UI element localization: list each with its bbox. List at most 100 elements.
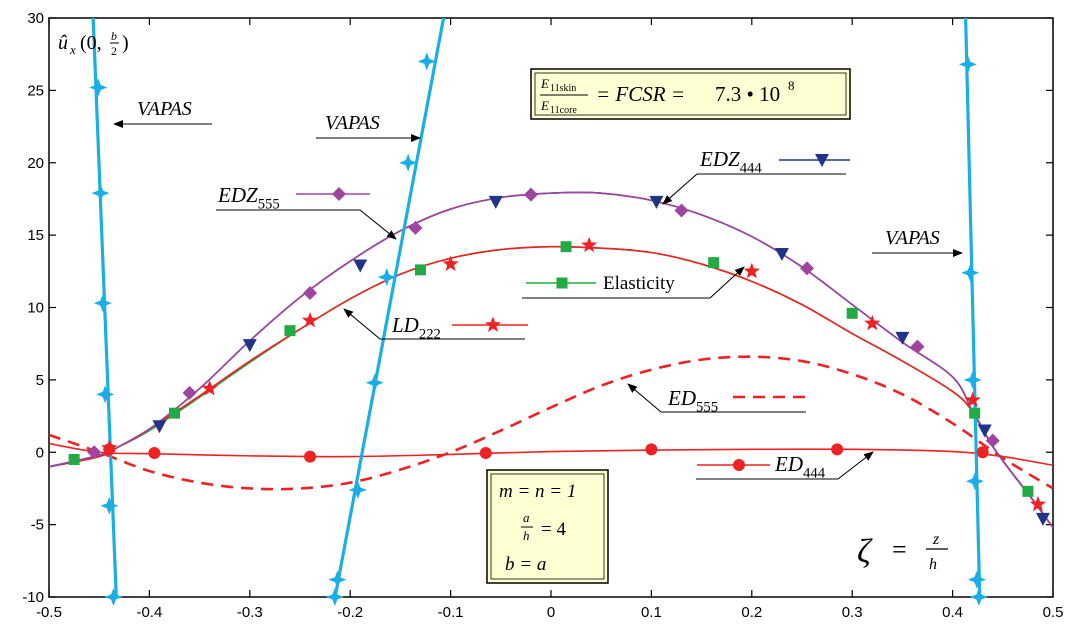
marker-vapas-1 bbox=[96, 385, 115, 404]
y-axis-ticks: 30 25 20 15 10 5 0 -5 -10 bbox=[22, 10, 1053, 606]
label-vapas_3: VAPAS bbox=[885, 227, 940, 249]
marker-edz444 bbox=[488, 195, 503, 209]
label-edz555: EDZ555 bbox=[217, 183, 280, 212]
marker-ed444 bbox=[831, 443, 844, 456]
x-tick-label: -0.2 bbox=[337, 604, 363, 621]
y-tick-label: 5 bbox=[36, 372, 44, 389]
marker-edz555 bbox=[910, 339, 925, 354]
x-tick-label: 0.1 bbox=[641, 604, 662, 621]
marker-ld222 bbox=[964, 391, 981, 408]
marker-vapas-3 bbox=[965, 472, 984, 491]
params-box: m = n = 1 a h = 4 b = a bbox=[486, 469, 609, 584]
x-tick-label: -0.5 bbox=[36, 604, 62, 621]
y-tick-label: 10 bbox=[27, 300, 44, 317]
arrow-edz555 bbox=[359, 209, 397, 240]
label-ed555: ED555 bbox=[667, 386, 718, 415]
marker-edz555 bbox=[87, 445, 102, 460]
fcsr-annotation-box: E 11skin E 11core = FCSR = 7.3 • 10 8 bbox=[530, 68, 851, 120]
legend-marker-edz555 bbox=[332, 187, 346, 201]
legend-marker-ed444 bbox=[733, 459, 745, 471]
marker-elasticity bbox=[414, 264, 426, 276]
marker-edz444 bbox=[977, 424, 992, 438]
x-tick-label: -0.4 bbox=[136, 604, 162, 621]
legend-marker-edz444 bbox=[815, 154, 829, 167]
y-tick-label: 30 bbox=[27, 10, 44, 27]
label-vapas_2: VAPAS bbox=[325, 112, 380, 134]
x-tick-label: 0.2 bbox=[741, 604, 762, 621]
x-tick-label: 0.4 bbox=[942, 604, 963, 621]
svg-text:=: = bbox=[892, 535, 907, 564]
marker-ld222 bbox=[301, 312, 319, 328]
marker-vapas-2 bbox=[328, 570, 347, 589]
label-ed444: ED444 bbox=[774, 452, 826, 481]
legend-marker-ld222 bbox=[484, 316, 502, 332]
marker-edz444 bbox=[774, 247, 789, 261]
marker-vapas-3 bbox=[967, 570, 986, 589]
y-tick-label: 0 bbox=[36, 444, 44, 461]
marker-ld222 bbox=[442, 255, 459, 271]
marker-ld222 bbox=[101, 439, 118, 455]
legend-marker-elasticity bbox=[556, 277, 568, 289]
svg-text:b: b bbox=[111, 29, 117, 43]
series-line-ed444 bbox=[49, 442, 1053, 467]
svg-text:û: û bbox=[58, 32, 68, 54]
svg-text:E: E bbox=[540, 98, 549, 113]
series-group bbox=[49, 18, 1053, 597]
marker-edz555 bbox=[985, 433, 1000, 448]
marker-vapas-3 bbox=[969, 588, 988, 606]
series-line-ed555 bbox=[49, 355, 1053, 491]
svg-text:7.3 • 10: 7.3 • 10 bbox=[715, 82, 780, 106]
callouts: VAPAS VAPAS VAPAS EDZ555 EDZ444 Elasticity LD2… bbox=[113, 98, 963, 481]
svg-text:m = n = 1: m = n = 1 bbox=[499, 481, 576, 502]
marker-elasticity bbox=[969, 407, 981, 419]
x-axis-label: ζ = z h bbox=[857, 531, 948, 573]
marker-vapas-2 bbox=[365, 373, 384, 392]
marker-ld222 bbox=[1029, 495, 1047, 512]
svg-text:2: 2 bbox=[111, 44, 117, 58]
x-tick-label: 0.5 bbox=[1043, 604, 1064, 621]
svg-text:E: E bbox=[540, 76, 549, 91]
marker-edz555 bbox=[800, 261, 815, 276]
svg-text:h: h bbox=[929, 556, 937, 573]
marker-ed444 bbox=[148, 446, 161, 459]
marker-vapas-2 bbox=[377, 268, 396, 287]
marker-edz444 bbox=[353, 259, 368, 273]
marker-vapas-3 bbox=[961, 263, 980, 282]
marker-ed444 bbox=[976, 446, 989, 459]
svg-text:h: h bbox=[523, 528, 530, 543]
arrow-ed444 bbox=[837, 451, 874, 480]
arrow-ed555 bbox=[627, 383, 662, 413]
markers-group bbox=[68, 52, 1050, 606]
marker-edz555 bbox=[303, 286, 318, 301]
marker-ed444 bbox=[304, 450, 317, 463]
svg-text:8: 8 bbox=[788, 78, 795, 93]
arrow-elasticity bbox=[709, 266, 745, 299]
arrow-edz444 bbox=[662, 173, 698, 205]
marker-elasticity bbox=[846, 307, 858, 319]
marker-vapas-3 bbox=[963, 370, 982, 389]
marker-edz555 bbox=[182, 385, 197, 400]
marker-vapas-2 bbox=[325, 588, 344, 606]
marker-vapas-2 bbox=[399, 153, 418, 172]
svg-text:z: z bbox=[932, 531, 940, 548]
svg-text:= 4: = 4 bbox=[541, 519, 566, 540]
x-tick-label: 0 bbox=[547, 604, 555, 621]
marker-ed444 bbox=[645, 443, 658, 456]
marker-ld222 bbox=[581, 236, 598, 253]
marker-edz444 bbox=[895, 331, 910, 345]
marker-edz555 bbox=[674, 203, 689, 218]
marker-ld222 bbox=[201, 380, 218, 396]
series-line-vapas-3 bbox=[964, 18, 982, 597]
svg-text:11core: 11core bbox=[550, 105, 577, 116]
marker-edz444 bbox=[242, 339, 257, 353]
x-tick-label: -0.3 bbox=[237, 604, 263, 621]
label-edz444: EDZ444 bbox=[699, 147, 762, 176]
marker-vapas-1 bbox=[104, 588, 123, 606]
marker-elasticity bbox=[1022, 485, 1034, 497]
marker-vapas-1 bbox=[91, 184, 110, 203]
marker-elasticity bbox=[708, 257, 720, 269]
svg-text:(0,: (0, bbox=[80, 32, 102, 54]
label-vapas_1: VAPAS bbox=[137, 98, 192, 120]
svg-text:x: x bbox=[69, 42, 76, 57]
